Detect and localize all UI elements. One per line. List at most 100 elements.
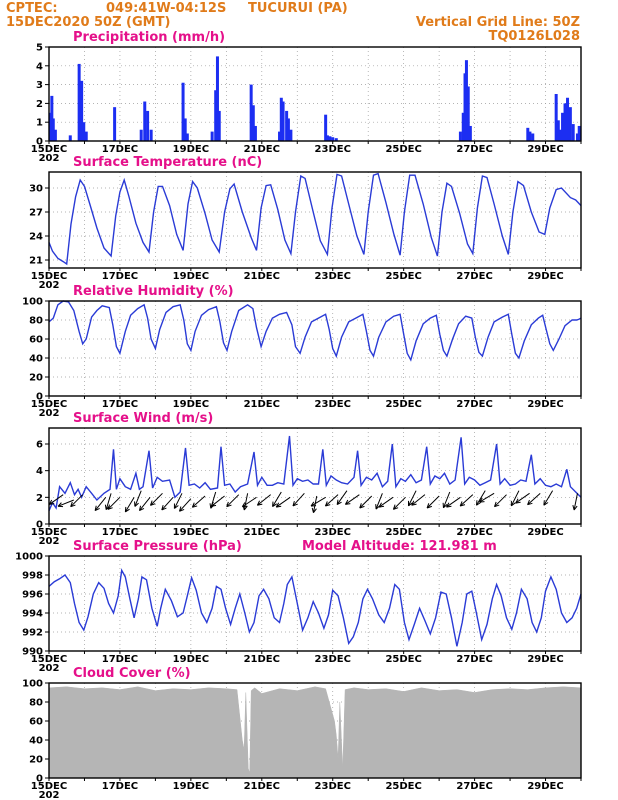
panel-cloud: 0 20 40 60 80 100 15DEC 17DEC 19DEC 21DEC 23DEC 25D… — [22, 666, 582, 800]
x-year-label: 202 — [39, 663, 60, 674]
plot-frame — [48, 300, 582, 397]
precip-bar — [289, 129, 293, 141]
x-year-label: 202 — [39, 153, 60, 164]
wind-vector-head — [572, 505, 578, 511]
wind-vector-head — [459, 501, 466, 507]
precip-bar — [51, 118, 55, 141]
precip-bar — [575, 133, 579, 141]
wind-vector — [226, 494, 240, 508]
wind-vector — [479, 492, 495, 503]
wind-vector-head — [446, 502, 452, 508]
precip-bar — [554, 94, 558, 141]
wind-vector-head — [310, 501, 317, 507]
y-tick-label: 100 — [22, 679, 43, 690]
x-tick-label: 21DEC — [244, 781, 280, 792]
precip-bar — [528, 131, 532, 141]
wind-vector — [57, 499, 75, 507]
x-tick-label: 29DEC — [527, 271, 563, 282]
wind-vector-head — [479, 497, 485, 503]
wind-vector — [336, 490, 348, 505]
x-tick-label: 25DEC — [385, 144, 421, 155]
x-tick-label: 17DEC — [102, 527, 138, 538]
precip-bar — [466, 86, 470, 141]
precip-bar — [571, 124, 575, 141]
x-tick-label: 19DEC — [173, 144, 209, 155]
y-tick-label: 3 — [36, 80, 43, 91]
x-tick-label: 17DEC — [102, 399, 138, 410]
wind-vector-head — [359, 503, 365, 509]
wind-vector — [312, 495, 318, 513]
x-tick-label: 23DEC — [315, 781, 351, 792]
y-tick-label: 1000 — [15, 552, 43, 563]
x-tick-label: 23DEC — [315, 399, 351, 410]
wind-vector — [275, 496, 291, 508]
wind-vector-head — [161, 505, 167, 511]
wind-vector — [48, 494, 64, 505]
wind-vector-head — [70, 501, 76, 508]
x-year-label: 202 — [39, 280, 60, 291]
y-tick-label: 2 — [36, 99, 43, 110]
x-tick-label: 19DEC — [173, 781, 209, 792]
wind-vector-head — [336, 499, 342, 506]
precip-bar — [531, 133, 535, 141]
x-year-label: 202 — [39, 408, 60, 419]
y-tick-label: 992 — [22, 628, 43, 639]
precip-bar — [461, 112, 465, 141]
precip-bar — [185, 133, 189, 141]
wind-vector — [124, 497, 135, 513]
x-tick-label: 23DEC — [315, 654, 351, 665]
precip-bar — [215, 56, 219, 141]
wind-vector — [242, 496, 257, 508]
x-tick-label: 19DEC — [173, 654, 209, 665]
y-tick-label: 27 — [29, 208, 43, 219]
wind-vector — [134, 490, 142, 507]
wind-vector-head — [475, 500, 481, 506]
plot-frame — [48, 682, 582, 779]
wind-vector — [179, 498, 192, 512]
x-tick-label: 25DEC — [385, 271, 421, 282]
x-tick-label: 15DEC — [31, 527, 67, 538]
wind-vector — [446, 496, 461, 508]
precip-bar — [278, 131, 282, 141]
wind-vector — [105, 493, 112, 510]
precip-bar — [325, 135, 329, 141]
x-tick-label: 27DEC — [456, 654, 492, 665]
panel-title: Precipitation (mm/h) — [73, 30, 225, 45]
wind-vector-head — [173, 503, 179, 509]
wind-vector-head — [226, 501, 232, 508]
wind-vector — [494, 494, 507, 508]
x-tick-label: 29DEC — [527, 654, 563, 665]
header-grid-note: Vertical Grid Line: 50Z — [416, 15, 580, 30]
wind-vector-head — [256, 500, 263, 506]
y-tick-label: 0 — [36, 774, 43, 785]
wind-vector — [476, 490, 486, 506]
header-code: TQ0126L028 — [488, 29, 580, 44]
wind-vector-head — [241, 502, 248, 508]
x-tick-label: 27DEC — [456, 527, 492, 538]
wind-vector — [272, 491, 282, 507]
wind-vector — [527, 492, 541, 506]
precip-bar — [526, 127, 530, 141]
wind-vector — [543, 490, 554, 506]
precip-bar — [566, 97, 570, 141]
precip-bar — [253, 125, 257, 141]
y-tick-label: 0 — [36, 520, 43, 531]
x-tick-label: 15DEC — [31, 144, 67, 155]
x-tick-label: 27DEC — [456, 781, 492, 792]
y-tick-label: 80 — [29, 698, 43, 709]
precip-bar — [328, 136, 332, 141]
wind-vector-head — [344, 499, 351, 505]
wind-vector — [442, 491, 451, 508]
x-tick-label: 15DEC — [31, 271, 67, 282]
wind-vector — [411, 494, 426, 506]
y-tick-label: 990 — [22, 647, 43, 658]
wind-vector-head — [442, 502, 448, 509]
wind-vector — [375, 493, 383, 510]
x-tick-label: 29DEC — [527, 144, 563, 155]
panel-title: Surface Pressure (hPa) — [73, 539, 242, 554]
wind-vector — [378, 496, 394, 508]
y-tick-label: 0 — [36, 392, 43, 403]
x-tick-label: 15DEC — [31, 781, 67, 792]
wind-vector-head — [311, 507, 317, 513]
panel-title: Surface Wind (m/s) — [73, 411, 213, 426]
